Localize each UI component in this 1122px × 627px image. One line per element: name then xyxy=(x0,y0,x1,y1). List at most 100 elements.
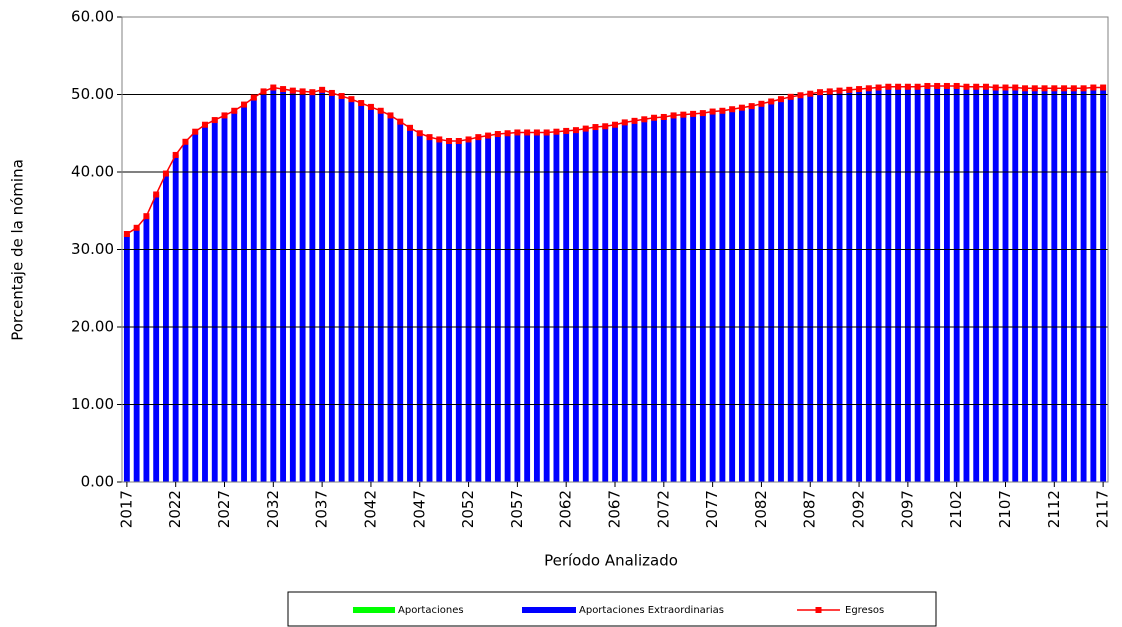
marker xyxy=(524,129,531,136)
marker xyxy=(709,108,716,115)
bar xyxy=(1080,88,1087,483)
bar xyxy=(172,154,179,482)
bar xyxy=(299,91,306,483)
bar xyxy=(924,85,931,482)
y-tick-label: 0.00 xyxy=(81,473,114,491)
x-tick-label: 2077 xyxy=(703,490,721,528)
bar xyxy=(260,91,267,483)
marker xyxy=(231,107,238,114)
marker xyxy=(1041,85,1048,92)
x-tick-label: 2057 xyxy=(508,490,526,528)
marker xyxy=(973,83,980,90)
bar xyxy=(914,86,921,482)
bar xyxy=(807,93,814,482)
marker xyxy=(260,88,267,95)
marker xyxy=(328,89,335,96)
legend-label: Aportaciones xyxy=(398,605,464,616)
marker xyxy=(680,111,687,118)
bar xyxy=(250,97,257,482)
x-axis-title: Período Analizado xyxy=(544,552,678,570)
marker xyxy=(631,117,638,124)
marker xyxy=(748,103,755,110)
marker xyxy=(494,131,501,138)
marker xyxy=(319,86,326,93)
marker xyxy=(982,83,989,90)
x-tick-label: 2112 xyxy=(1045,490,1063,528)
marker xyxy=(426,134,433,141)
bar xyxy=(543,132,550,482)
marker xyxy=(953,82,960,89)
marker xyxy=(172,151,179,158)
marker xyxy=(738,104,745,111)
bar xyxy=(612,124,618,482)
marker xyxy=(621,119,628,126)
bar xyxy=(846,89,853,482)
bar xyxy=(455,141,462,482)
marker xyxy=(406,124,413,131)
marker xyxy=(1090,84,1097,91)
marker xyxy=(543,129,550,136)
marker xyxy=(387,112,394,119)
bar xyxy=(943,85,950,482)
marker xyxy=(768,98,775,105)
bar xyxy=(446,141,452,482)
marker xyxy=(1070,85,1077,92)
marker xyxy=(924,82,931,89)
marker xyxy=(211,117,218,124)
marker xyxy=(436,136,443,143)
bar xyxy=(397,121,404,482)
x-tick-label: 2062 xyxy=(557,490,575,528)
bar xyxy=(436,139,443,482)
bar xyxy=(709,111,716,483)
x-tick-label: 2107 xyxy=(996,490,1014,528)
marker xyxy=(592,124,599,131)
marker xyxy=(504,130,511,137)
bar xyxy=(377,110,384,483)
marker xyxy=(797,92,804,99)
marker xyxy=(651,114,658,121)
bar xyxy=(885,86,892,482)
x-tick-label: 2032 xyxy=(264,490,282,528)
bar xyxy=(416,133,423,482)
marker xyxy=(934,82,941,89)
legend-swatch xyxy=(353,607,395,613)
marker xyxy=(875,84,882,91)
y-tick-label: 60.00 xyxy=(71,8,114,26)
bar xyxy=(231,110,238,483)
bar xyxy=(729,109,736,482)
marker xyxy=(338,93,345,100)
bar xyxy=(1022,88,1028,483)
x-tick-label: 2082 xyxy=(752,490,770,528)
bar xyxy=(143,216,150,483)
x-tick-label: 2067 xyxy=(606,490,624,528)
marker xyxy=(309,89,316,96)
bar xyxy=(836,90,843,482)
marker xyxy=(270,84,277,91)
x-tick-label: 2087 xyxy=(801,490,819,528)
bar xyxy=(651,117,657,482)
marker xyxy=(641,116,648,123)
bar xyxy=(328,92,335,482)
marker xyxy=(670,112,677,119)
bar xyxy=(953,85,960,482)
bar xyxy=(631,120,638,482)
marker xyxy=(992,84,999,91)
marker xyxy=(826,88,833,95)
bar xyxy=(699,113,706,482)
bar xyxy=(1041,88,1048,483)
bar xyxy=(592,127,599,483)
marker xyxy=(299,88,306,95)
x-tick-label: 2017 xyxy=(117,490,135,528)
bar xyxy=(133,227,140,482)
x-tick-label: 2047 xyxy=(410,490,428,528)
y-tick-label: 30.00 xyxy=(71,240,114,258)
marker xyxy=(280,86,287,93)
bar xyxy=(153,194,160,482)
x-tick-label: 2072 xyxy=(654,490,672,528)
marker xyxy=(1031,85,1038,92)
marker xyxy=(582,125,589,132)
marker xyxy=(817,89,824,96)
marker xyxy=(514,129,521,136)
bar xyxy=(289,90,296,482)
marker xyxy=(572,127,579,134)
